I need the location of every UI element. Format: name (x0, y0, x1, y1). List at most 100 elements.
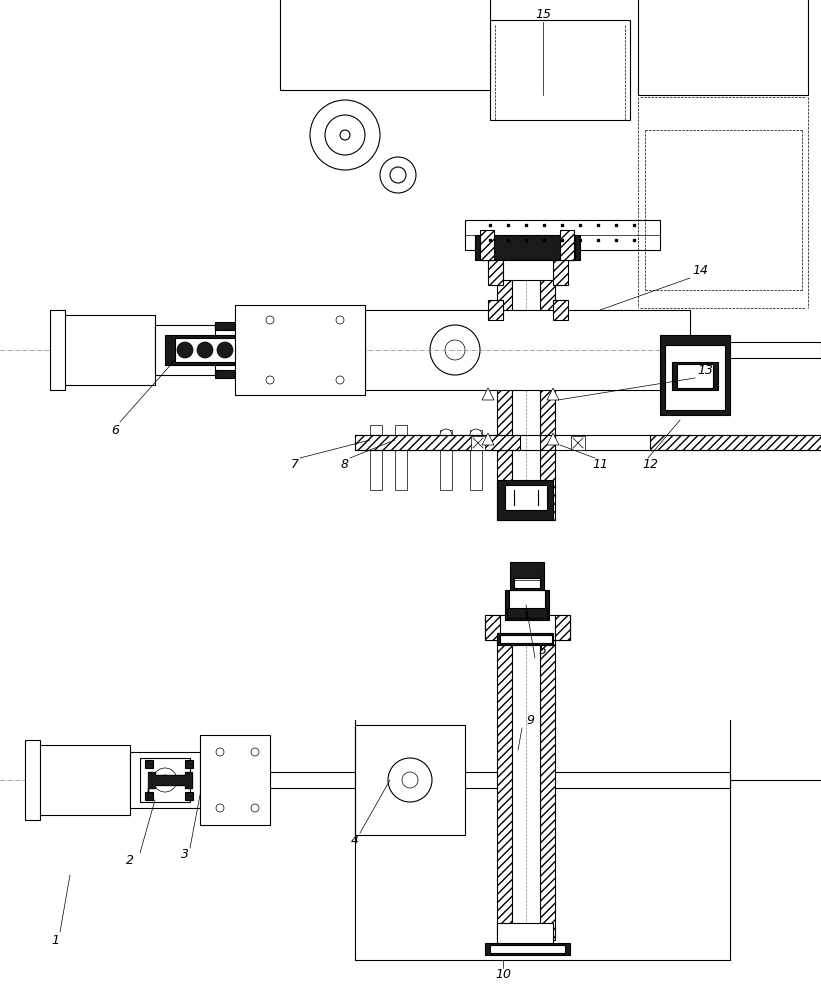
Text: 11: 11 (592, 458, 608, 472)
Bar (505, 590, 549, 620)
Bar (485, 943, 570, 955)
Bar (509, 590, 545, 608)
Bar (512, 620, 540, 940)
Bar (650, 435, 821, 450)
Circle shape (402, 772, 418, 788)
Bar (507, 608, 547, 618)
Bar (488, 300, 503, 320)
Bar (145, 760, 153, 768)
Bar (365, 310, 690, 390)
Bar (490, 945, 565, 953)
Bar (165, 335, 250, 365)
Circle shape (251, 748, 259, 756)
Text: 9: 9 (526, 714, 534, 726)
Bar (55, 315, 155, 385)
Bar (25, 740, 40, 820)
Bar (200, 735, 270, 825)
Bar (485, 615, 500, 640)
Circle shape (336, 376, 344, 384)
Bar (638, 0, 808, 95)
Circle shape (506, 236, 514, 244)
Circle shape (486, 221, 494, 229)
Bar (30, 745, 130, 815)
Bar (471, 436, 485, 450)
Bar (80, 342, 365, 358)
Bar (560, 230, 574, 260)
Bar (497, 480, 553, 520)
Polygon shape (148, 772, 192, 798)
Bar (485, 615, 570, 640)
Circle shape (216, 748, 224, 756)
Circle shape (470, 429, 482, 441)
Text: 14: 14 (692, 263, 708, 276)
Circle shape (216, 804, 224, 812)
Bar (540, 620, 555, 940)
Bar (280, 0, 490, 90)
Bar (497, 620, 512, 940)
Circle shape (546, 236, 554, 244)
Circle shape (340, 130, 350, 140)
Bar (490, 20, 630, 120)
Circle shape (266, 316, 274, 324)
Circle shape (325, 115, 365, 155)
Circle shape (177, 342, 193, 358)
Bar (50, 310, 65, 390)
Bar (440, 430, 452, 490)
Bar (140, 758, 190, 802)
Bar (185, 792, 193, 800)
Circle shape (310, 100, 380, 170)
Bar (175, 338, 240, 362)
Circle shape (546, 221, 554, 229)
Circle shape (586, 221, 594, 229)
Text: 4: 4 (351, 834, 359, 846)
Bar (567, 235, 575, 260)
Text: 10: 10 (495, 968, 511, 982)
Polygon shape (482, 433, 494, 445)
Circle shape (486, 236, 494, 244)
Bar (355, 725, 465, 835)
Bar (465, 220, 660, 250)
Bar (553, 300, 568, 320)
Polygon shape (547, 388, 559, 400)
Text: 6: 6 (111, 424, 119, 436)
Text: 7: 7 (291, 458, 299, 472)
Bar (690, 342, 821, 358)
Bar (480, 230, 494, 260)
Text: 5: 5 (539, 644, 547, 656)
Bar (571, 436, 585, 450)
Bar (555, 615, 570, 640)
Polygon shape (482, 388, 494, 400)
Circle shape (380, 157, 416, 193)
Bar (475, 235, 580, 260)
Bar (370, 425, 382, 490)
Text: 1: 1 (51, 934, 59, 946)
Circle shape (566, 221, 574, 229)
Circle shape (526, 221, 534, 229)
Circle shape (586, 236, 594, 244)
Bar (488, 260, 503, 285)
Bar (497, 633, 553, 645)
Bar (235, 305, 365, 395)
Circle shape (266, 376, 274, 384)
Circle shape (390, 167, 406, 183)
Bar (395, 425, 407, 490)
Bar (500, 635, 552, 643)
Circle shape (526, 236, 534, 244)
Circle shape (251, 804, 259, 812)
Polygon shape (547, 433, 559, 445)
Bar (480, 235, 488, 260)
Circle shape (336, 316, 344, 324)
Bar (672, 362, 718, 390)
Bar (355, 435, 520, 450)
Text: 2: 2 (126, 854, 134, 866)
Bar (510, 562, 544, 590)
Bar (265, 772, 730, 788)
Circle shape (153, 768, 177, 792)
Circle shape (160, 775, 170, 785)
Bar (145, 792, 153, 800)
Circle shape (566, 236, 574, 244)
Bar (505, 485, 547, 510)
Bar (155, 325, 215, 375)
Circle shape (445, 340, 465, 360)
Text: 13: 13 (697, 363, 713, 376)
